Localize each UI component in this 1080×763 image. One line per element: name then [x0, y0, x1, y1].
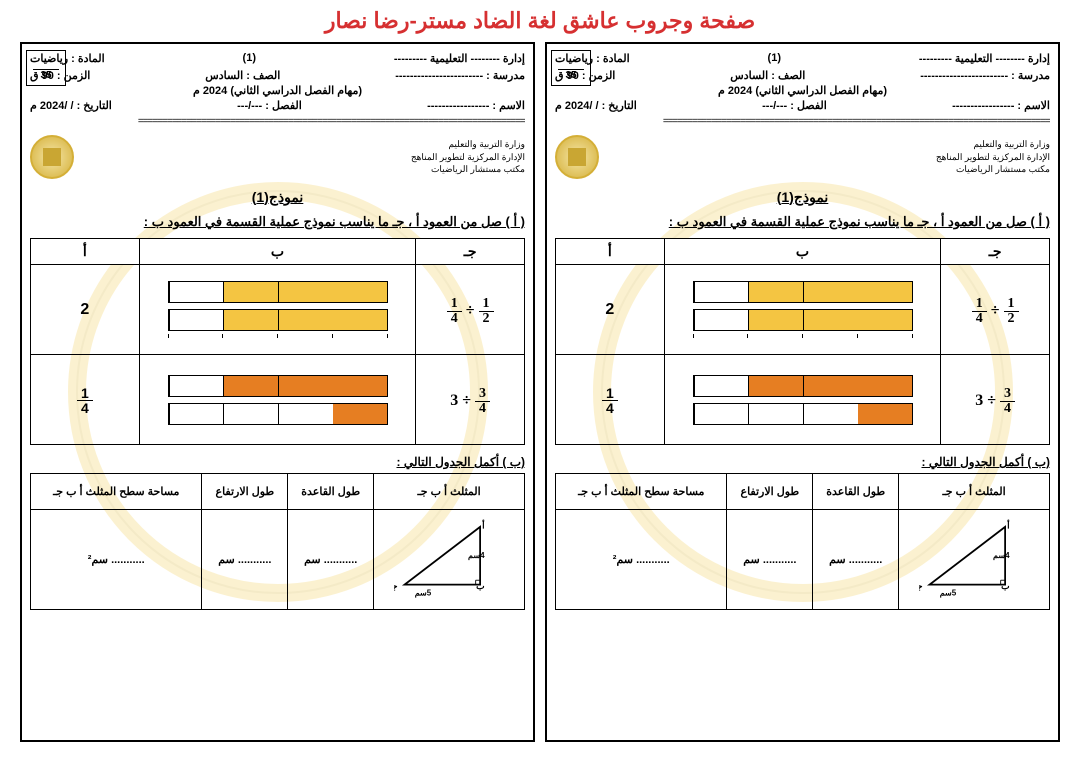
fraction: 14 — [602, 386, 618, 415]
question-a: ( أ ) صل من العمود أ ، جـ ما يناسب نموذج… — [30, 210, 525, 234]
fraction-expr: 12 ÷ 14 — [447, 297, 494, 326]
bar-model — [140, 273, 416, 346]
ministry-logo-icon — [30, 135, 74, 179]
header-row-3: الاسم : ----------------- الفصل : ---/--… — [555, 97, 1050, 114]
page-title: صفحة وجروب عاشق لغة الضاد مستر-رضا نصار — [0, 0, 1080, 42]
svg-text:4سم: 4سم — [468, 551, 485, 561]
header-row-1: إدارة -------- التعليمية --------- (1) ا… — [30, 50, 525, 67]
col-header-b: ب — [664, 239, 941, 265]
fraction: 14 — [77, 386, 93, 415]
table-row: 12 ÷ 14 2 — [31, 265, 525, 355]
col-header-a: أ — [556, 239, 665, 265]
svg-text:5سم: 5سم — [415, 588, 432, 598]
table-row: 34 ÷ 3 14 — [31, 355, 525, 445]
question-a: ( أ ) صل من العمود أ ، جـ ما يناسب نموذج… — [555, 210, 1050, 234]
sheets-container: 35 إدارة -------- التعليمية --------- (1… — [0, 42, 1080, 742]
col-header-a: أ — [31, 239, 140, 265]
svg-text:جـ: جـ — [919, 581, 923, 591]
matching-table: جـ ب أ 12 ÷ 14 2 34 — [555, 238, 1050, 445]
col-header-c: جـ — [941, 239, 1050, 265]
col-header-c: جـ — [416, 239, 525, 265]
svg-text:أ: أ — [1007, 519, 1010, 531]
question-b: (ب ) أكمل الجدول التالي : — [30, 445, 525, 473]
header-row-2: مدرسة : ------------------------ الصف : … — [555, 67, 1050, 84]
table-row: 34 ÷ 3 14 — [556, 355, 1050, 445]
table-row: أ ب جـ 4سم 5سم ........... سم ..........… — [31, 510, 525, 610]
svg-text:جـ: جـ — [394, 581, 398, 591]
model-title: نموذج(1) — [555, 185, 1050, 210]
question-b: (ب ) أكمل الجدول التالي : — [555, 445, 1050, 473]
header-row-1: إدارة -------- التعليمية --------- (1) ا… — [555, 50, 1050, 67]
worksheet: 35 إدارة -------- التعليمية --------- (1… — [545, 42, 1060, 742]
triangle-table: المثلث أ ب جـطول القاعدةطول الارتفاعمساح… — [30, 473, 525, 610]
model-title: نموذج(1) — [30, 185, 525, 210]
header-term: (مهام الفصل الدراسي الثاني) 2024 م — [30, 84, 525, 97]
bar-model — [140, 367, 416, 433]
fraction-expr: 12 ÷ 14 — [972, 297, 1019, 326]
header-row-3: الاسم : ----------------- الفصل : ---/--… — [30, 97, 525, 114]
col-header-b: ب — [139, 239, 416, 265]
table-row: أ ب جـ 4سم 5سم ........... سم ..........… — [556, 510, 1050, 610]
matching-table: جـ ب أ 12 ÷ 14 2 34 — [30, 238, 525, 445]
triangle-diagram: أ ب جـ 4سم 5سم — [394, 518, 504, 598]
svg-text:ب: ب — [476, 581, 484, 592]
svg-text:4سم: 4سم — [993, 551, 1010, 561]
svg-text:5سم: 5سم — [940, 588, 957, 598]
divider: ========================================… — [555, 114, 1050, 129]
score-box: 35 — [551, 50, 591, 86]
ministry-block: وزارة التربية والتعليم الإدارة المركزية … — [555, 129, 1050, 185]
header-row-2: مدرسة : ------------------------ الصف : … — [30, 67, 525, 84]
worksheet: 35 إدارة -------- التعليمية --------- (1… — [20, 42, 535, 742]
bar-model — [665, 367, 941, 433]
triangle-table: المثلث أ ب جـطول القاعدةطول الارتفاعمساح… — [555, 473, 1050, 610]
fraction-expr: 34 ÷ 3 — [975, 387, 1015, 416]
bar-model — [665, 273, 941, 346]
divider: ========================================… — [30, 114, 525, 129]
fraction-expr: 34 ÷ 3 — [450, 387, 490, 416]
svg-text:ب: ب — [1001, 581, 1009, 592]
score-box: 35 — [26, 50, 66, 86]
header-term: (مهام الفصل الدراسي الثاني) 2024 م — [555, 84, 1050, 97]
ministry-block: وزارة التربية والتعليم الإدارة المركزية … — [30, 129, 525, 185]
triangle-diagram: أ ب جـ 4سم 5سم — [919, 518, 1029, 598]
svg-text:أ: أ — [482, 519, 485, 531]
ministry-logo-icon — [555, 135, 599, 179]
table-row: 12 ÷ 14 2 — [556, 265, 1050, 355]
